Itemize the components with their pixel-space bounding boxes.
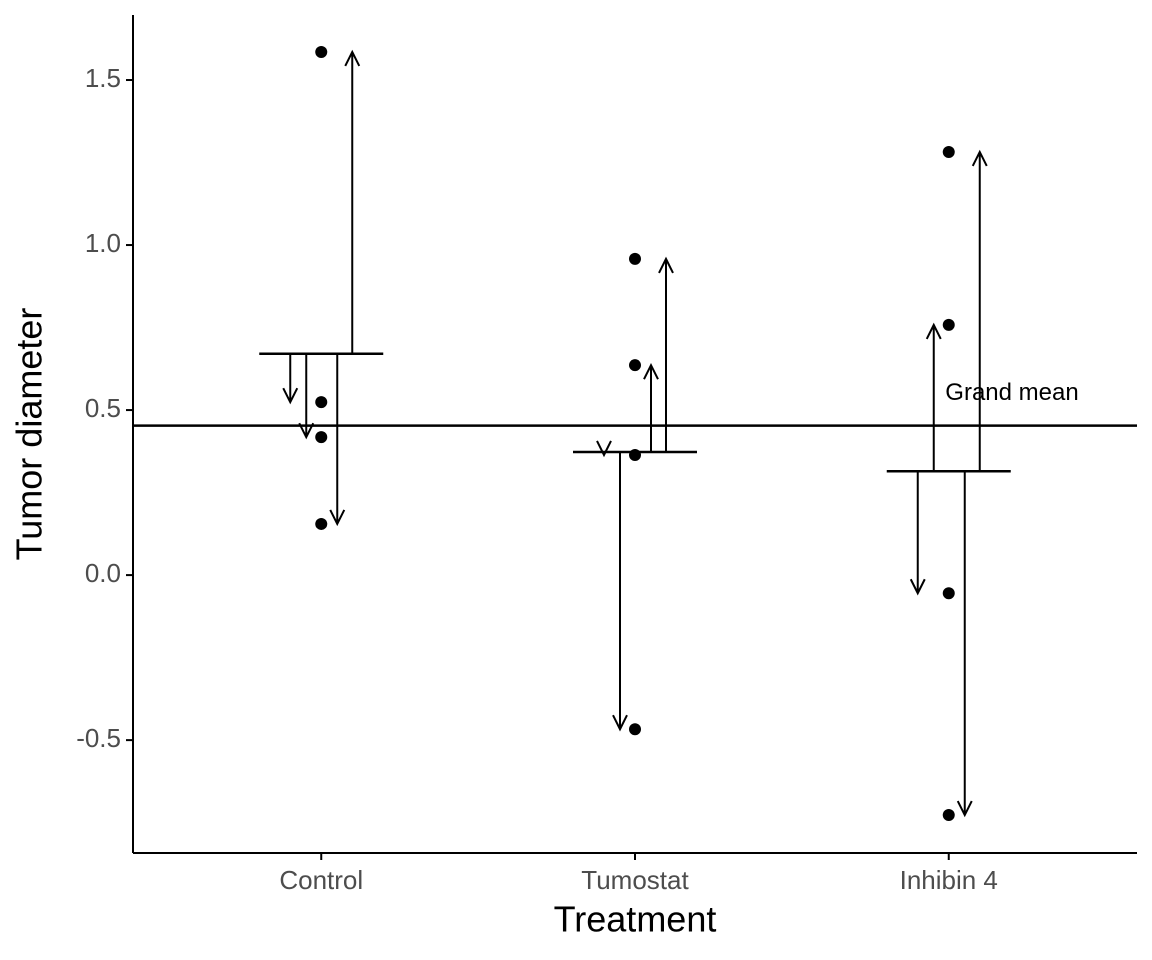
- data-point: [315, 396, 328, 409]
- data-point: [629, 723, 641, 736]
- residual-arrow: [956, 471, 973, 818]
- data-point: [942, 809, 955, 822]
- x-tick-label: Inhibin 4: [900, 865, 998, 895]
- data-point: [629, 359, 641, 372]
- data-point: [942, 587, 955, 600]
- residual-arrow: [329, 353, 346, 527]
- y-tick-label: 0.0: [85, 558, 121, 588]
- residual-arrow: [643, 362, 659, 452]
- residual-arrow: [971, 149, 988, 472]
- residual-arrow: [909, 471, 926, 596]
- data-point: [315, 45, 328, 58]
- data-point: [629, 252, 641, 265]
- y-tick-label: -0.5: [76, 723, 121, 753]
- x-tick-label: Tumostat: [581, 865, 689, 895]
- residual-arrow: [658, 256, 674, 452]
- data-point: [315, 431, 328, 444]
- data-point: [629, 448, 641, 461]
- residual-arrow: [298, 353, 315, 440]
- grand-mean-label: Grand mean: [945, 379, 1078, 406]
- y-axis-title: Tumor diameter: [9, 308, 50, 561]
- y-tick-label: 1.5: [85, 63, 121, 93]
- x-tick-label: Control: [279, 865, 363, 895]
- residual-arrow: [612, 451, 628, 732]
- data-point: [315, 517, 328, 530]
- residual-arrow: [282, 353, 299, 405]
- data-point: [942, 318, 955, 331]
- y-tick-label: 1.0: [85, 228, 121, 258]
- x-axis-title: Treatment: [554, 899, 717, 940]
- residual-arrow: [925, 322, 942, 472]
- y-tick-label: 0.5: [85, 393, 121, 423]
- residual-arrow: [596, 440, 612, 458]
- data-point: [942, 145, 955, 158]
- residual-arrow: [344, 49, 361, 354]
